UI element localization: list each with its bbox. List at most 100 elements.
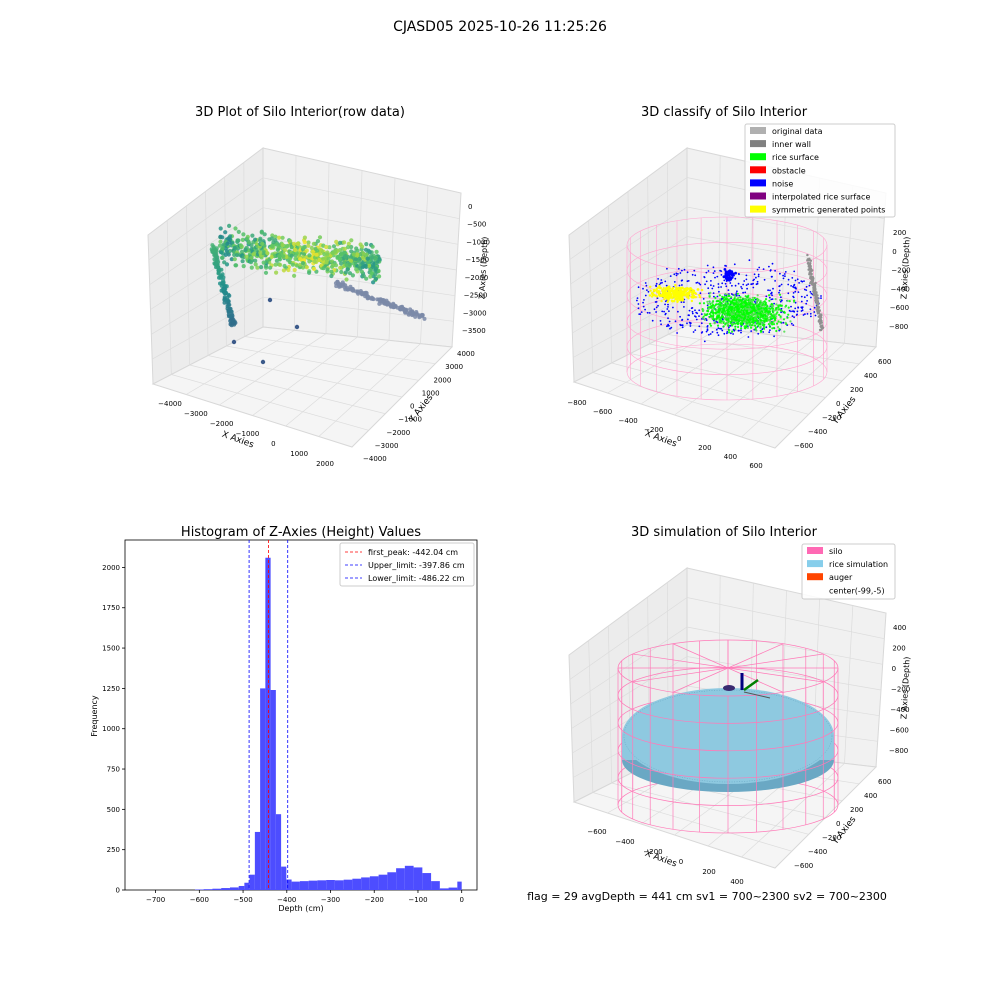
histogram-bar	[378, 874, 388, 890]
tick-label: 400	[730, 878, 743, 886]
legend-label: first_peak: -442.04 cm	[368, 548, 458, 557]
p1-point	[377, 274, 382, 279]
p1-point	[268, 265, 273, 270]
p2-wall-point	[814, 281, 817, 285]
p2-noise-point	[794, 301, 797, 304]
tick-label: 4000	[457, 350, 475, 358]
p2-rice-point	[756, 294, 759, 297]
p2-symmetric-point	[687, 297, 690, 300]
p2-noise-point	[705, 271, 708, 274]
p1-point	[360, 292, 365, 297]
p1-point	[234, 263, 239, 268]
tick-label: 600	[749, 462, 762, 470]
p2-rice-point	[719, 298, 722, 301]
p2-rice-point	[743, 326, 746, 330]
p1-z-tick-labels: 0 −500 −1000 −1500 −2000 −2500 −3000 −3500	[462, 203, 490, 335]
p1-point	[280, 235, 285, 240]
p2-wall-point	[811, 277, 815, 281]
tick-label: −3000	[375, 442, 399, 450]
legend-swatch	[750, 205, 766, 213]
p2-noise-point	[773, 335, 775, 338]
p2-noise-point	[765, 295, 768, 298]
p2-rice-point	[727, 329, 731, 332]
p1-point	[343, 270, 348, 275]
p2-wall-point	[812, 284, 815, 287]
p2-noise-point	[683, 268, 686, 271]
p1-point	[417, 314, 422, 319]
p2-noise-point	[809, 291, 812, 293]
p2-noise-point	[742, 283, 745, 286]
p1-point	[227, 302, 232, 307]
p2-noise-point	[679, 323, 682, 326]
p2-rice-point	[745, 302, 748, 306]
p1-point	[219, 274, 224, 278]
panel-classify-3d: 3D classify of Silo Interior −800 −600 −40…	[567, 105, 911, 470]
panel-histogram: −700 −600 −500 −400 −300 −200 −100 0 0 250 500 750…	[90, 525, 478, 913]
p1-point	[249, 246, 254, 252]
tick-label: −200	[891, 267, 910, 275]
p2-noise-point	[712, 272, 715, 274]
p1-point	[314, 269, 319, 274]
p1-point	[284, 254, 289, 260]
tick-label: −500	[467, 221, 486, 229]
p2-symmetric-point	[650, 295, 654, 298]
figure-suptitle: CJASD05 2025-10-26 11:25:26	[393, 19, 607, 35]
p1-point	[275, 247, 280, 252]
p2-rice-point	[747, 320, 751, 323]
p2-noise-point	[801, 306, 804, 308]
p2-noise-point	[793, 316, 795, 319]
p1-point	[253, 258, 258, 263]
p2-rice-point	[768, 294, 771, 297]
p2-wall-point	[820, 326, 823, 329]
p1-point	[342, 250, 347, 255]
p2-noise-point	[726, 331, 729, 333]
p2-symmetric-point	[672, 290, 676, 293]
p2-symmetric-point	[663, 298, 666, 301]
p2-symmetric-point	[677, 294, 680, 297]
legend-label: noise	[772, 179, 793, 188]
p1-point	[312, 259, 317, 264]
p1-point	[251, 252, 256, 257]
p1-point	[223, 297, 228, 302]
p2-wall-point	[806, 259, 809, 262]
p2-symmetric-point	[690, 288, 693, 291]
p2-noise-point	[642, 305, 645, 308]
p2-noise-point	[661, 281, 663, 284]
p2-rice-point	[739, 311, 742, 314]
p1-point	[220, 281, 225, 285]
tick-label: 0	[468, 203, 472, 211]
p2-symmetric-point	[667, 299, 670, 302]
p2-rice-point	[758, 308, 761, 311]
tick-label: 0	[410, 403, 414, 411]
p2-noise-point	[774, 280, 776, 282]
p2-noise-point	[792, 285, 794, 288]
p2-rice-point	[751, 301, 754, 304]
p2-rice-point	[759, 319, 762, 322]
p2-noise-point	[779, 300, 782, 303]
p2-noise-point	[636, 299, 638, 302]
x-tick-label: −700	[146, 896, 165, 904]
p2-rice-point	[759, 312, 762, 315]
p1-point	[229, 257, 234, 262]
legend-label: rice surface	[772, 153, 819, 162]
p2-rice-point	[726, 306, 729, 310]
p1-point	[291, 241, 297, 246]
legend-label: obstacle	[772, 166, 806, 175]
p1-point	[344, 262, 349, 268]
p2-rice-point	[779, 309, 783, 312]
p2-noise-point	[712, 292, 715, 294]
p1-point	[241, 232, 246, 237]
p1-point	[342, 240, 347, 245]
p1-point	[325, 267, 330, 272]
p2-noise-point	[678, 284, 681, 287]
p2-noise-point	[743, 280, 746, 282]
p1-point	[329, 273, 334, 279]
p2-noise-point	[720, 327, 723, 330]
p2-rice-point	[731, 330, 734, 333]
p2-noise-point	[768, 296, 771, 299]
p1-point	[307, 270, 312, 275]
p2-rice-point	[740, 299, 744, 302]
p2-rice-point	[746, 326, 750, 329]
